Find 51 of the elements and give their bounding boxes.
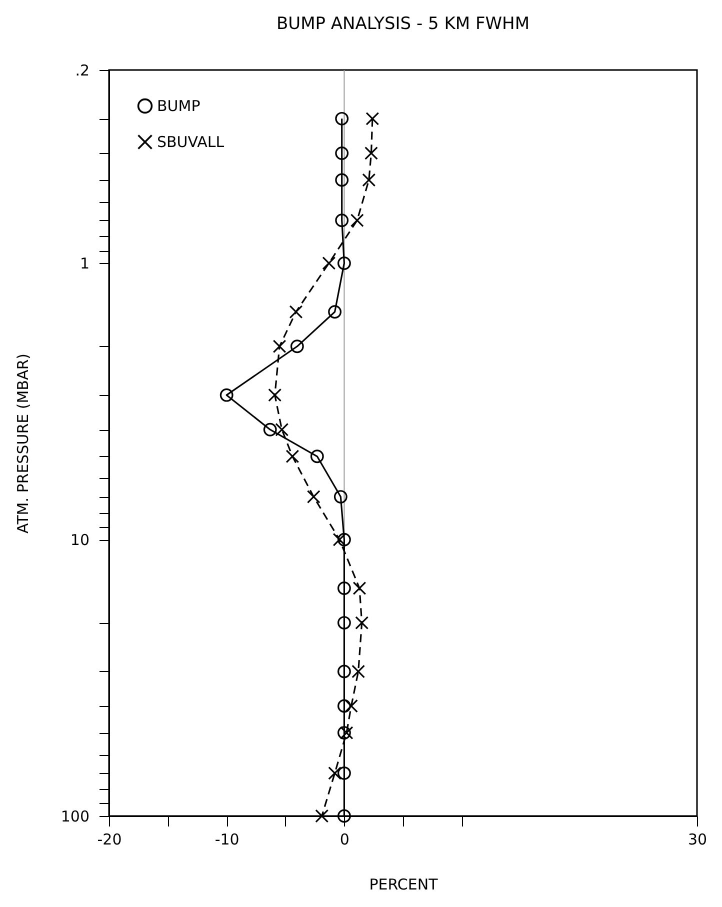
point <box>366 112 380 126</box>
point <box>337 766 351 780</box>
point <box>335 173 349 187</box>
point <box>337 699 351 713</box>
point <box>272 340 286 354</box>
x-tick-label: -20 <box>97 830 122 848</box>
point <box>337 256 351 270</box>
point <box>340 726 354 740</box>
point <box>335 146 349 160</box>
point <box>328 305 342 319</box>
point <box>286 450 300 464</box>
point <box>328 766 342 780</box>
point <box>337 809 351 823</box>
x-axis-title: PERCENT <box>369 876 439 894</box>
point <box>337 616 351 630</box>
point <box>310 450 324 464</box>
point <box>335 214 349 228</box>
point <box>337 582 351 595</box>
point <box>275 422 289 436</box>
point <box>350 214 364 228</box>
point <box>322 256 336 270</box>
point <box>306 490 320 504</box>
point <box>290 340 304 354</box>
x-tick-label: 30 <box>688 830 708 848</box>
point <box>335 112 349 126</box>
point <box>289 305 303 319</box>
y-axis-title: ATM. PRESSURE (MBAR) <box>14 354 32 534</box>
y-tick-label: 100 <box>60 808 90 826</box>
point <box>364 146 378 160</box>
point <box>352 582 366 595</box>
x-tick-label: -10 <box>214 830 240 848</box>
point <box>220 388 234 402</box>
point <box>315 809 329 823</box>
y-tick-label: 10 <box>70 531 90 550</box>
point <box>268 388 282 402</box>
point <box>332 532 346 546</box>
point <box>352 664 366 678</box>
y-tick-label: .2 <box>75 62 90 80</box>
x-tick-label: 0 <box>340 830 350 848</box>
chart-title: BUMP ANALYSIS - 5 KM FWHM <box>276 14 530 34</box>
point <box>337 664 351 678</box>
point <box>344 699 358 713</box>
legend-label: SBUVALL <box>157 133 225 151</box>
point <box>355 616 369 630</box>
point <box>337 532 351 546</box>
point <box>263 422 277 436</box>
point <box>362 173 376 187</box>
legend-label: BUMP <box>157 97 200 115</box>
point <box>337 726 351 740</box>
y-tick-label: 1 <box>80 254 90 273</box>
point <box>334 490 348 504</box>
